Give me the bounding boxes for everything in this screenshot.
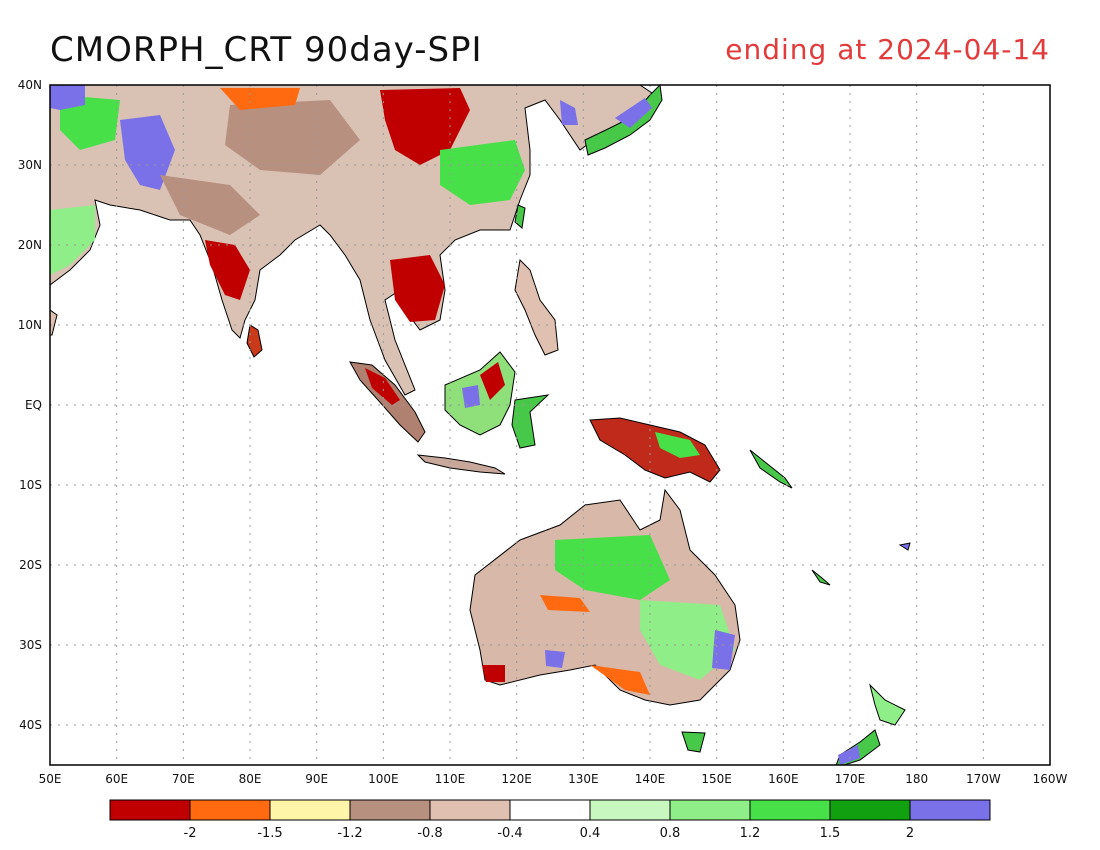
longitude-ticks: 50E 60E 70E 80E 90E 100E 110E 120E 130E 140E 150E 1… xyxy=(39,772,1068,786)
lon-tick-label: 160E xyxy=(768,772,799,786)
map-gridlines xyxy=(50,85,1050,765)
patch-aus-south-orange xyxy=(590,665,650,695)
lon-tick-label: 60E xyxy=(105,772,128,786)
colorbar-label: -0.4 xyxy=(497,826,522,841)
colorbar: -2 -1.5 -1.2 -0.8 -0.4 0.4 0.8 1.2 1.5 2 xyxy=(109,799,991,841)
patch-aus-east-wet xyxy=(712,630,735,670)
map-subtitle: ending at 2024-04-14 xyxy=(725,33,1050,66)
lat-tick-label: EQ xyxy=(25,398,42,412)
lon-tick-label: 80E xyxy=(239,772,262,786)
landmass-solomon-islands xyxy=(749,449,793,489)
lon-tick-label: 100E xyxy=(368,772,399,786)
lat-tick-label: 40S xyxy=(19,718,42,732)
patch-aus-south-wet xyxy=(545,650,565,668)
landmass-fiji xyxy=(898,542,911,551)
patch-arabia-green xyxy=(50,205,95,275)
colorbar-label: -1.5 xyxy=(257,826,282,841)
patch-eastchina-green xyxy=(440,140,525,205)
colorbar-label: 0.4 xyxy=(580,826,601,841)
landmass-arabia-tip xyxy=(50,309,58,336)
lon-tick-label: 180 xyxy=(905,772,928,786)
colorbar-swatch xyxy=(669,799,751,821)
colorbar-swatch xyxy=(589,799,671,821)
patch-png-green xyxy=(655,432,700,458)
patch-centralasia-green xyxy=(60,95,120,150)
colorbar-label: 0.8 xyxy=(660,826,681,841)
landmass-taiwan xyxy=(514,204,526,229)
colorbar-label: 1.5 xyxy=(820,826,841,841)
patch-north-orange xyxy=(220,88,300,110)
patch-aus-sw-dry xyxy=(482,665,505,682)
colorbar-swatch xyxy=(109,799,191,821)
landmass-sri-lanka xyxy=(246,324,263,358)
patch-aus-green xyxy=(555,535,670,600)
patch-nz-wet xyxy=(838,745,860,765)
colorbar-swatch xyxy=(509,799,591,821)
patch-india-dry xyxy=(205,240,250,300)
patch-indochina-dry xyxy=(390,255,445,322)
patch-china-dry xyxy=(380,88,470,165)
colorbar-swatch xyxy=(829,799,911,821)
lat-tick-label: 20S xyxy=(19,558,42,572)
patch-arabia-wet xyxy=(50,85,85,110)
colorbar-label: -2 xyxy=(184,826,197,841)
lat-tick-label: 40N xyxy=(18,78,42,92)
lat-tick-label: 30N xyxy=(18,158,42,172)
colorbar-label: -1.2 xyxy=(337,826,362,841)
spi-anomaly-patches xyxy=(50,85,860,765)
patch-borneo-red xyxy=(480,362,505,400)
lat-tick-label: 10S xyxy=(19,478,42,492)
lon-tick-label: 70E xyxy=(172,772,195,786)
colorbar-swatch xyxy=(749,799,831,821)
latitude-ticks: 40N 30N 20N 10N EQ 10S 20S 30S 40S xyxy=(18,78,42,732)
lon-tick-label: 50E xyxy=(39,772,62,786)
landmass-tasmania xyxy=(681,731,706,753)
colorbar-label: -0.8 xyxy=(417,826,442,841)
lon-tick-label: 170E xyxy=(835,772,866,786)
colorbar-swatch xyxy=(269,799,351,821)
lon-tick-label: 90E xyxy=(305,772,328,786)
lat-tick-label: 10N xyxy=(18,318,42,332)
landmass-philippines xyxy=(514,258,559,356)
colorbar-label: 2 xyxy=(906,826,914,841)
lon-tick-label: 110E xyxy=(435,772,466,786)
patch-pakistan-wet xyxy=(120,115,175,190)
landmass-new-caledonia xyxy=(811,569,831,586)
patch-sumatra-dry xyxy=(365,368,400,405)
lat-tick-label: 20N xyxy=(18,238,42,252)
patch-borneo-wet xyxy=(462,385,480,408)
colorbar-label: 1.2 xyxy=(740,826,761,841)
lon-tick-label: 150E xyxy=(701,772,732,786)
landmass-sulawesi xyxy=(511,394,550,449)
colorbar-swatch xyxy=(429,799,511,821)
colorbar-swatch xyxy=(349,799,431,821)
lat-tick-label: 30S xyxy=(19,638,42,652)
landmass-new-zealand-north xyxy=(869,683,906,726)
patch-india-brown xyxy=(160,175,260,235)
landmass-java xyxy=(416,454,506,475)
patch-aus-east-green xyxy=(640,600,735,680)
patch-tibet-brown xyxy=(225,100,360,175)
lon-tick-label: 140E xyxy=(635,772,666,786)
patch-korea-wet xyxy=(560,100,578,125)
lon-tick-label: 160W xyxy=(1033,772,1068,786)
map-frame xyxy=(49,84,1051,766)
colorbar-swatch xyxy=(189,799,271,821)
landmass-new-guinea xyxy=(589,417,721,483)
patch-aus-center-orange xyxy=(540,595,590,612)
patch-japan-wet xyxy=(615,98,652,128)
map-title: CMORPH_CRT 90day-SPI xyxy=(50,30,483,70)
lon-tick-label: 130E xyxy=(568,772,599,786)
lon-tick-label: 170W xyxy=(966,772,1001,786)
lon-tick-label: 120E xyxy=(501,772,532,786)
colorbar-swatch xyxy=(909,799,991,821)
